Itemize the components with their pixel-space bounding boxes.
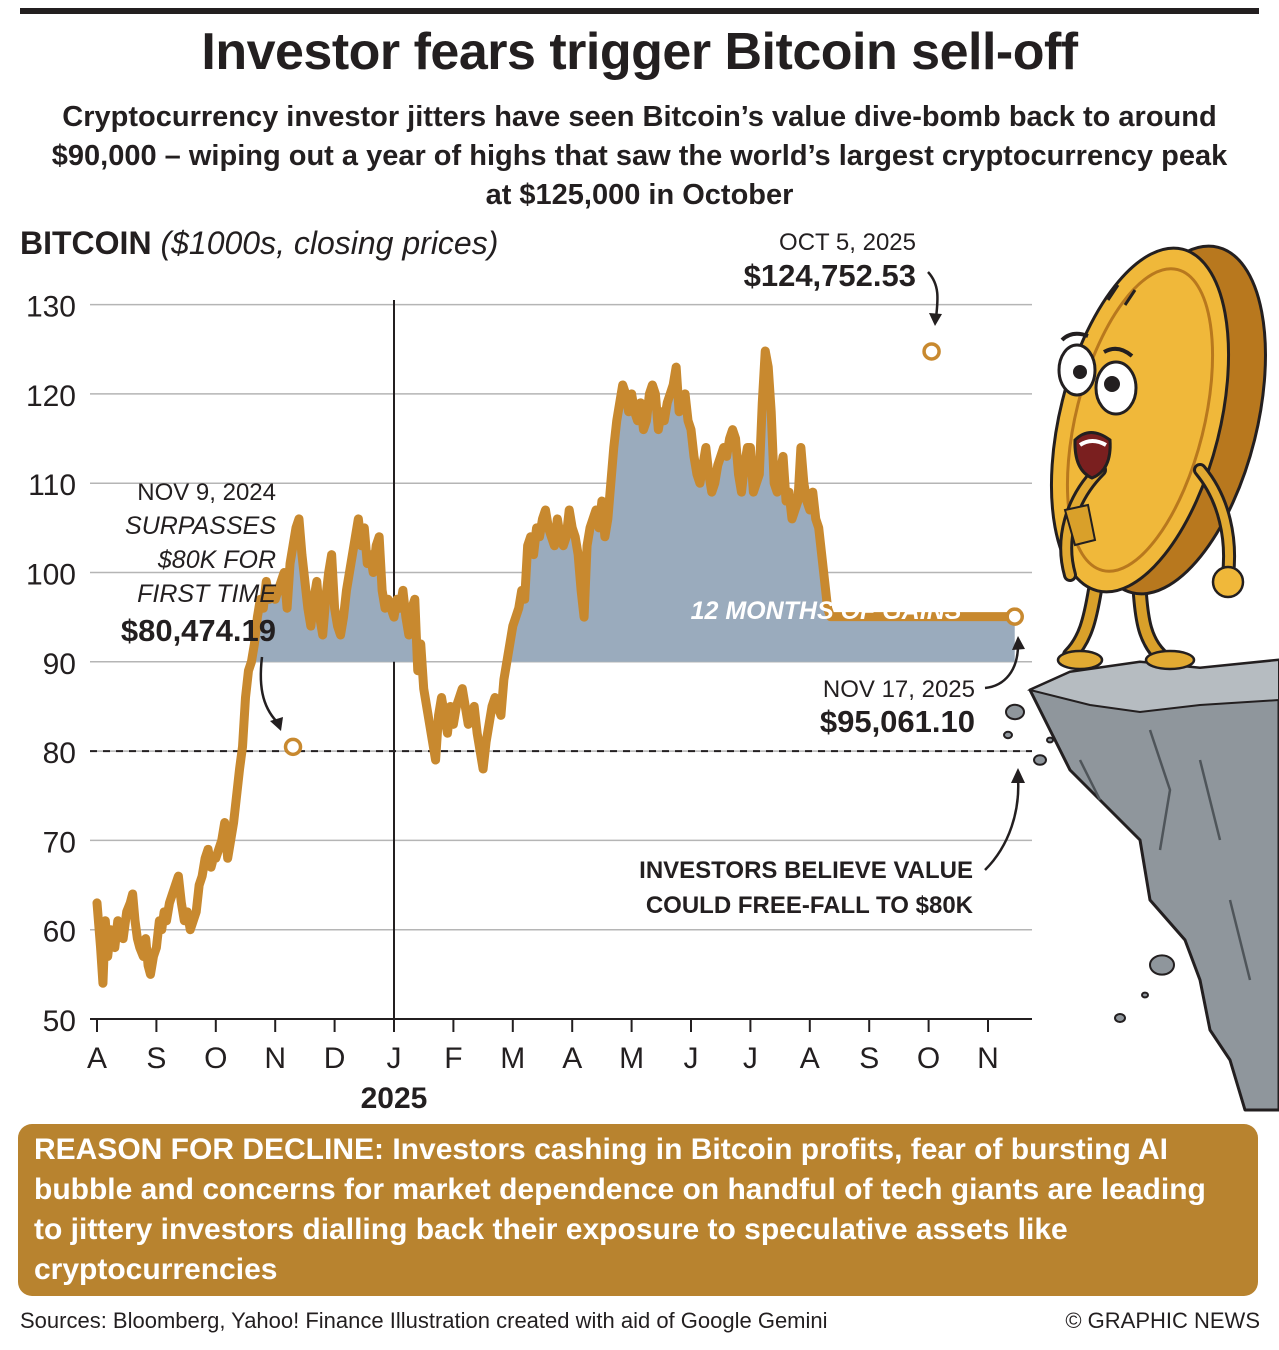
- coin-foot-left: [1056, 649, 1104, 671]
- coin-rim: [1065, 267, 1215, 573]
- top-rule: [20, 8, 1259, 14]
- nov2025-price: $95,061.10: [820, 704, 975, 739]
- x-tick-label: S: [146, 1042, 166, 1075]
- oct2025-price: $124,752.53: [744, 258, 916, 293]
- cliff-illustration: [1028, 658, 1279, 1112]
- x-tick-label: J: [743, 1042, 758, 1075]
- nov2024-price: $80,474.19: [121, 613, 276, 648]
- nov2025-arrowhead: [1012, 636, 1025, 650]
- x-tick-label: N: [977, 1042, 999, 1075]
- coin-teeth: [1078, 439, 1107, 447]
- x-tick-label: M: [619, 1042, 644, 1075]
- footer: Sources: Bloomberg, Yahoo! Finance Illus…: [20, 1308, 1260, 1334]
- cliff-cracks: [1078, 729, 1252, 981]
- oct2025-arrow: [927, 271, 939, 319]
- falling-pebble: [1141, 991, 1149, 999]
- year-label: 2025: [361, 1082, 428, 1115]
- chart-title: BITCOIN ($1000s, closing prices): [20, 225, 498, 261]
- falling-pebble: [1033, 754, 1047, 766]
- coin-pupil-left: [1073, 365, 1087, 379]
- x-tick-label: O: [204, 1042, 227, 1075]
- y-tick-label: 120: [26, 380, 76, 413]
- y-tick-label: 130: [26, 291, 76, 324]
- x-tick-label: A: [800, 1042, 820, 1075]
- coin-brow-right: [1103, 346, 1134, 358]
- nov2024-note-line: FIRST TIME: [137, 580, 276, 608]
- y-tick-label: 60: [43, 916, 76, 949]
- coin-brow-left: [1060, 331, 1089, 342]
- freefall-note-line: COULD FREE-FALL TO $80K: [646, 892, 974, 919]
- nov2024-marker: [283, 737, 303, 757]
- y-tick-label: 50: [43, 1005, 76, 1038]
- bitcoin-symbol-mark: [1063, 503, 1097, 547]
- falling-pebble: [1149, 954, 1175, 976]
- coin-foot-right: [1144, 649, 1196, 671]
- copyright-text: © GRAPHIC NEWS: [1065, 1308, 1260, 1333]
- coin-pupil-right: [1104, 376, 1120, 392]
- x-tick-label: S: [859, 1042, 879, 1075]
- nov2025-marker: [1005, 607, 1024, 626]
- page-subtitle: Cryptocurrency investor jitters have see…: [51, 101, 1228, 211]
- falling-pebble: [1005, 703, 1025, 721]
- x-tick-label: D: [324, 1042, 346, 1075]
- x-tick-label: A: [87, 1042, 107, 1075]
- reason-text: Investors cashing in Bitcoin profits, fe…: [34, 1133, 1206, 1286]
- x-tick-label: J: [387, 1042, 402, 1075]
- reason-heading: REASON FOR DECLINE:: [34, 1133, 385, 1166]
- falling-pebble: [1046, 736, 1054, 744]
- oct2025-marker: [922, 342, 941, 361]
- coin-hand-right: [1211, 565, 1245, 599]
- bitcoin-symbol-mark: [1106, 284, 1137, 306]
- bitcoin-chart: 50 60 70 80 90 100 110 120 130 A S O N D J F M A M J J A S O N 20…: [20, 225, 1279, 1115]
- cliff-top: [1026, 658, 1279, 714]
- freefall-note-line: INVESTORS BELIEVE VALUE: [639, 857, 973, 884]
- x-tick-label: J: [684, 1042, 699, 1075]
- gains-area: [506, 351, 1015, 662]
- x-tick-label: M: [500, 1042, 525, 1075]
- freefall-arrowhead: [1011, 768, 1025, 783]
- x-tick-label: F: [444, 1042, 462, 1075]
- nov2025-date: NOV 17, 2025: [823, 676, 975, 703]
- nov2024-arrow: [259, 656, 281, 726]
- y-tick-label: 110: [28, 469, 76, 502]
- y-tick-label: 100: [26, 559, 76, 592]
- reason-box: REASON FOR DECLINE: Investors cashing in…: [18, 1124, 1258, 1296]
- x-tick-label: N: [264, 1042, 286, 1075]
- nov2024-note-line: $80K FOR: [157, 546, 276, 574]
- nov2024-note-line: SURPASSES: [125, 512, 276, 540]
- falling-pebble: [1003, 730, 1013, 740]
- y-tick-label: 70: [43, 826, 76, 859]
- coin-leg-right: [1135, 590, 1165, 660]
- oct2025-date: OCT 5, 2025: [779, 229, 916, 256]
- x-tick-label: O: [917, 1042, 940, 1075]
- y-tick-label: 90: [43, 648, 76, 681]
- oct2025-arrowhead: [929, 313, 942, 326]
- coin-arm-right: [1196, 466, 1234, 579]
- nov2024-arrowhead: [270, 717, 283, 731]
- nov2024-date: NOV 9, 2024: [137, 479, 276, 506]
- freefall-arrow: [984, 777, 1020, 871]
- area-label: 12 MONTHS OF GAINS: [691, 597, 962, 625]
- nov2025-arrow: [984, 644, 1020, 690]
- x-tick-label: A: [562, 1042, 582, 1075]
- falling-pebble: [1114, 1013, 1126, 1023]
- coin-face: [1049, 246, 1231, 594]
- page-title: Investor fears trigger Bitcoin sell-off: [201, 23, 1078, 81]
- y-tick-label: 80: [43, 737, 76, 770]
- price-line: [92, 346, 1020, 988]
- sources-text: Sources: Bloomberg, Yahoo! Finance Illus…: [20, 1308, 828, 1333]
